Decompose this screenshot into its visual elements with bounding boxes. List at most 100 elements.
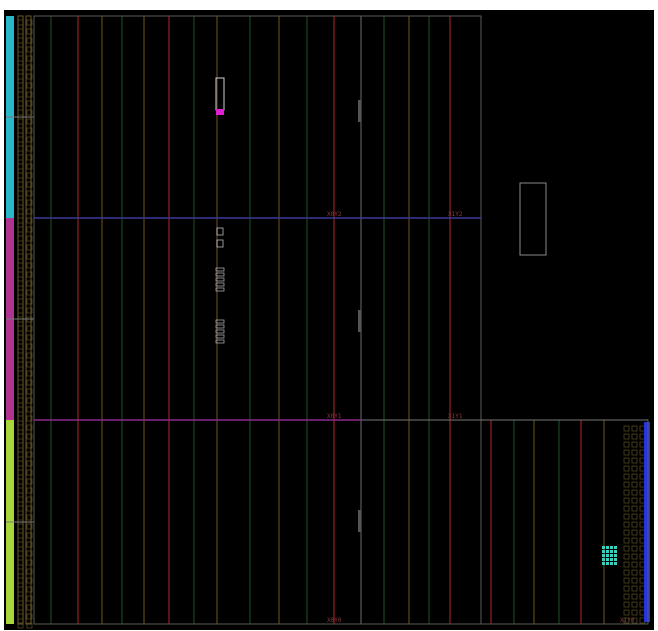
io-tile xyxy=(631,473,638,480)
placed-cell[interactable] xyxy=(215,339,225,344)
placed-cell[interactable] xyxy=(215,282,225,287)
placed-cell[interactable] xyxy=(606,546,609,549)
io-tile xyxy=(17,244,24,251)
placed-cell[interactable] xyxy=(602,546,605,549)
io-tile xyxy=(26,235,33,242)
io-tile xyxy=(17,307,24,314)
io-tile xyxy=(17,280,24,287)
io-tile xyxy=(631,497,638,504)
clock-region-label[interactable]: X0Y1 xyxy=(327,413,342,420)
io-tile xyxy=(17,568,24,575)
placed-cell[interactable] xyxy=(215,329,225,334)
io-tile xyxy=(17,523,24,530)
placed-cell[interactable] xyxy=(610,554,613,557)
io-tile xyxy=(17,622,24,629)
io-tile xyxy=(26,28,33,35)
io-tile xyxy=(26,433,33,440)
placed-cell[interactable] xyxy=(614,562,617,565)
placed-cell[interactable] xyxy=(614,546,617,549)
io-tile xyxy=(17,217,24,224)
placed-cell[interactable] xyxy=(215,334,225,339)
clock-region-label[interactable]: X1Y0 xyxy=(620,617,635,624)
clock-spine-marker xyxy=(358,510,361,532)
placed-cell[interactable] xyxy=(614,554,617,557)
io-tile xyxy=(631,569,638,576)
io-bank-strip-right[interactable] xyxy=(644,422,650,622)
io-tile xyxy=(26,199,33,206)
placed-cells[interactable] xyxy=(215,77,617,565)
io-tile xyxy=(623,489,630,496)
io-tile xyxy=(26,145,33,152)
pblock-rectangle-icon[interactable] xyxy=(519,182,547,256)
io-tile xyxy=(26,307,33,314)
clock-region-label[interactable]: X0Y2 xyxy=(327,211,342,218)
io-tile xyxy=(17,451,24,458)
io-tile xyxy=(17,172,24,179)
placed-cell[interactable] xyxy=(215,324,225,329)
placed-cell[interactable] xyxy=(606,562,609,565)
placed-cell[interactable] xyxy=(602,554,605,557)
io-tile xyxy=(17,298,24,305)
placed-cell[interactable] xyxy=(606,558,609,561)
placed-cell[interactable] xyxy=(216,239,224,248)
placed-cell[interactable] xyxy=(610,550,613,553)
placed-cell[interactable] xyxy=(610,546,613,549)
io-tile xyxy=(26,559,33,566)
io-tile xyxy=(17,82,24,89)
io-tile xyxy=(17,379,24,386)
placed-cell[interactable] xyxy=(215,287,225,292)
device-view-canvas[interactable]: X0Y2 X1Y2 X0Y1 X1Y1 X0Y0 X1Y0 xyxy=(4,10,654,630)
io-tile xyxy=(17,181,24,188)
placed-cell[interactable] xyxy=(602,562,605,565)
placed-cell[interactable] xyxy=(606,554,609,557)
io-tile xyxy=(26,181,33,188)
io-tile xyxy=(17,397,24,404)
io-tile xyxy=(631,465,638,472)
io-tile xyxy=(26,190,33,197)
io-tile xyxy=(17,19,24,26)
io-tile xyxy=(17,352,24,359)
placed-cell[interactable] xyxy=(215,272,225,277)
placed-cell[interactable] xyxy=(216,227,224,236)
io-tile xyxy=(26,586,33,593)
io-tile xyxy=(17,271,24,278)
clock-region-label[interactable]: X1Y2 xyxy=(448,211,463,218)
io-tile xyxy=(17,487,24,494)
io-tile xyxy=(17,199,24,206)
io-tile xyxy=(17,64,24,71)
placed-cell[interactable] xyxy=(602,558,605,561)
io-tile xyxy=(631,505,638,512)
io-tile xyxy=(17,442,24,449)
placed-cell[interactable] xyxy=(606,550,609,553)
fpga-device-floorplan[interactable]: X0Y2 X1Y2 X0Y1 X1Y1 X0Y0 X1Y0 xyxy=(4,10,654,630)
io-tile xyxy=(631,545,638,552)
io-tile xyxy=(26,19,33,26)
clock-region-label[interactable]: X1Y1 xyxy=(448,413,463,420)
clock-spine-marker xyxy=(358,310,361,332)
io-tile xyxy=(631,425,638,432)
placed-cell[interactable] xyxy=(610,558,613,561)
io-tile xyxy=(631,609,638,616)
placed-cell[interactable] xyxy=(215,267,225,272)
placed-cell[interactable] xyxy=(215,319,225,324)
io-tile xyxy=(26,451,33,458)
io-tile xyxy=(17,424,24,431)
io-tile xyxy=(623,513,630,520)
io-tile xyxy=(631,617,638,624)
io-tile xyxy=(26,541,33,548)
selected-cell[interactable] xyxy=(216,109,224,115)
io-tile xyxy=(631,433,638,440)
io-tile xyxy=(623,593,630,600)
io-tile xyxy=(631,457,638,464)
placed-cell[interactable] xyxy=(614,558,617,561)
io-tile xyxy=(26,424,33,431)
placed-cell[interactable] xyxy=(215,277,225,282)
clock-region-label[interactable]: X0Y0 xyxy=(327,617,342,624)
clock-region-grid[interactable]: X0Y2 X1Y2 X0Y1 X1Y1 X0Y0 X1Y0 xyxy=(33,15,649,625)
placed-cell[interactable] xyxy=(614,550,617,553)
placed-cell[interactable] xyxy=(610,562,613,565)
io-tile xyxy=(623,537,630,544)
io-tile xyxy=(17,109,24,116)
io-tile xyxy=(623,577,630,584)
placed-cell[interactable] xyxy=(602,550,605,553)
